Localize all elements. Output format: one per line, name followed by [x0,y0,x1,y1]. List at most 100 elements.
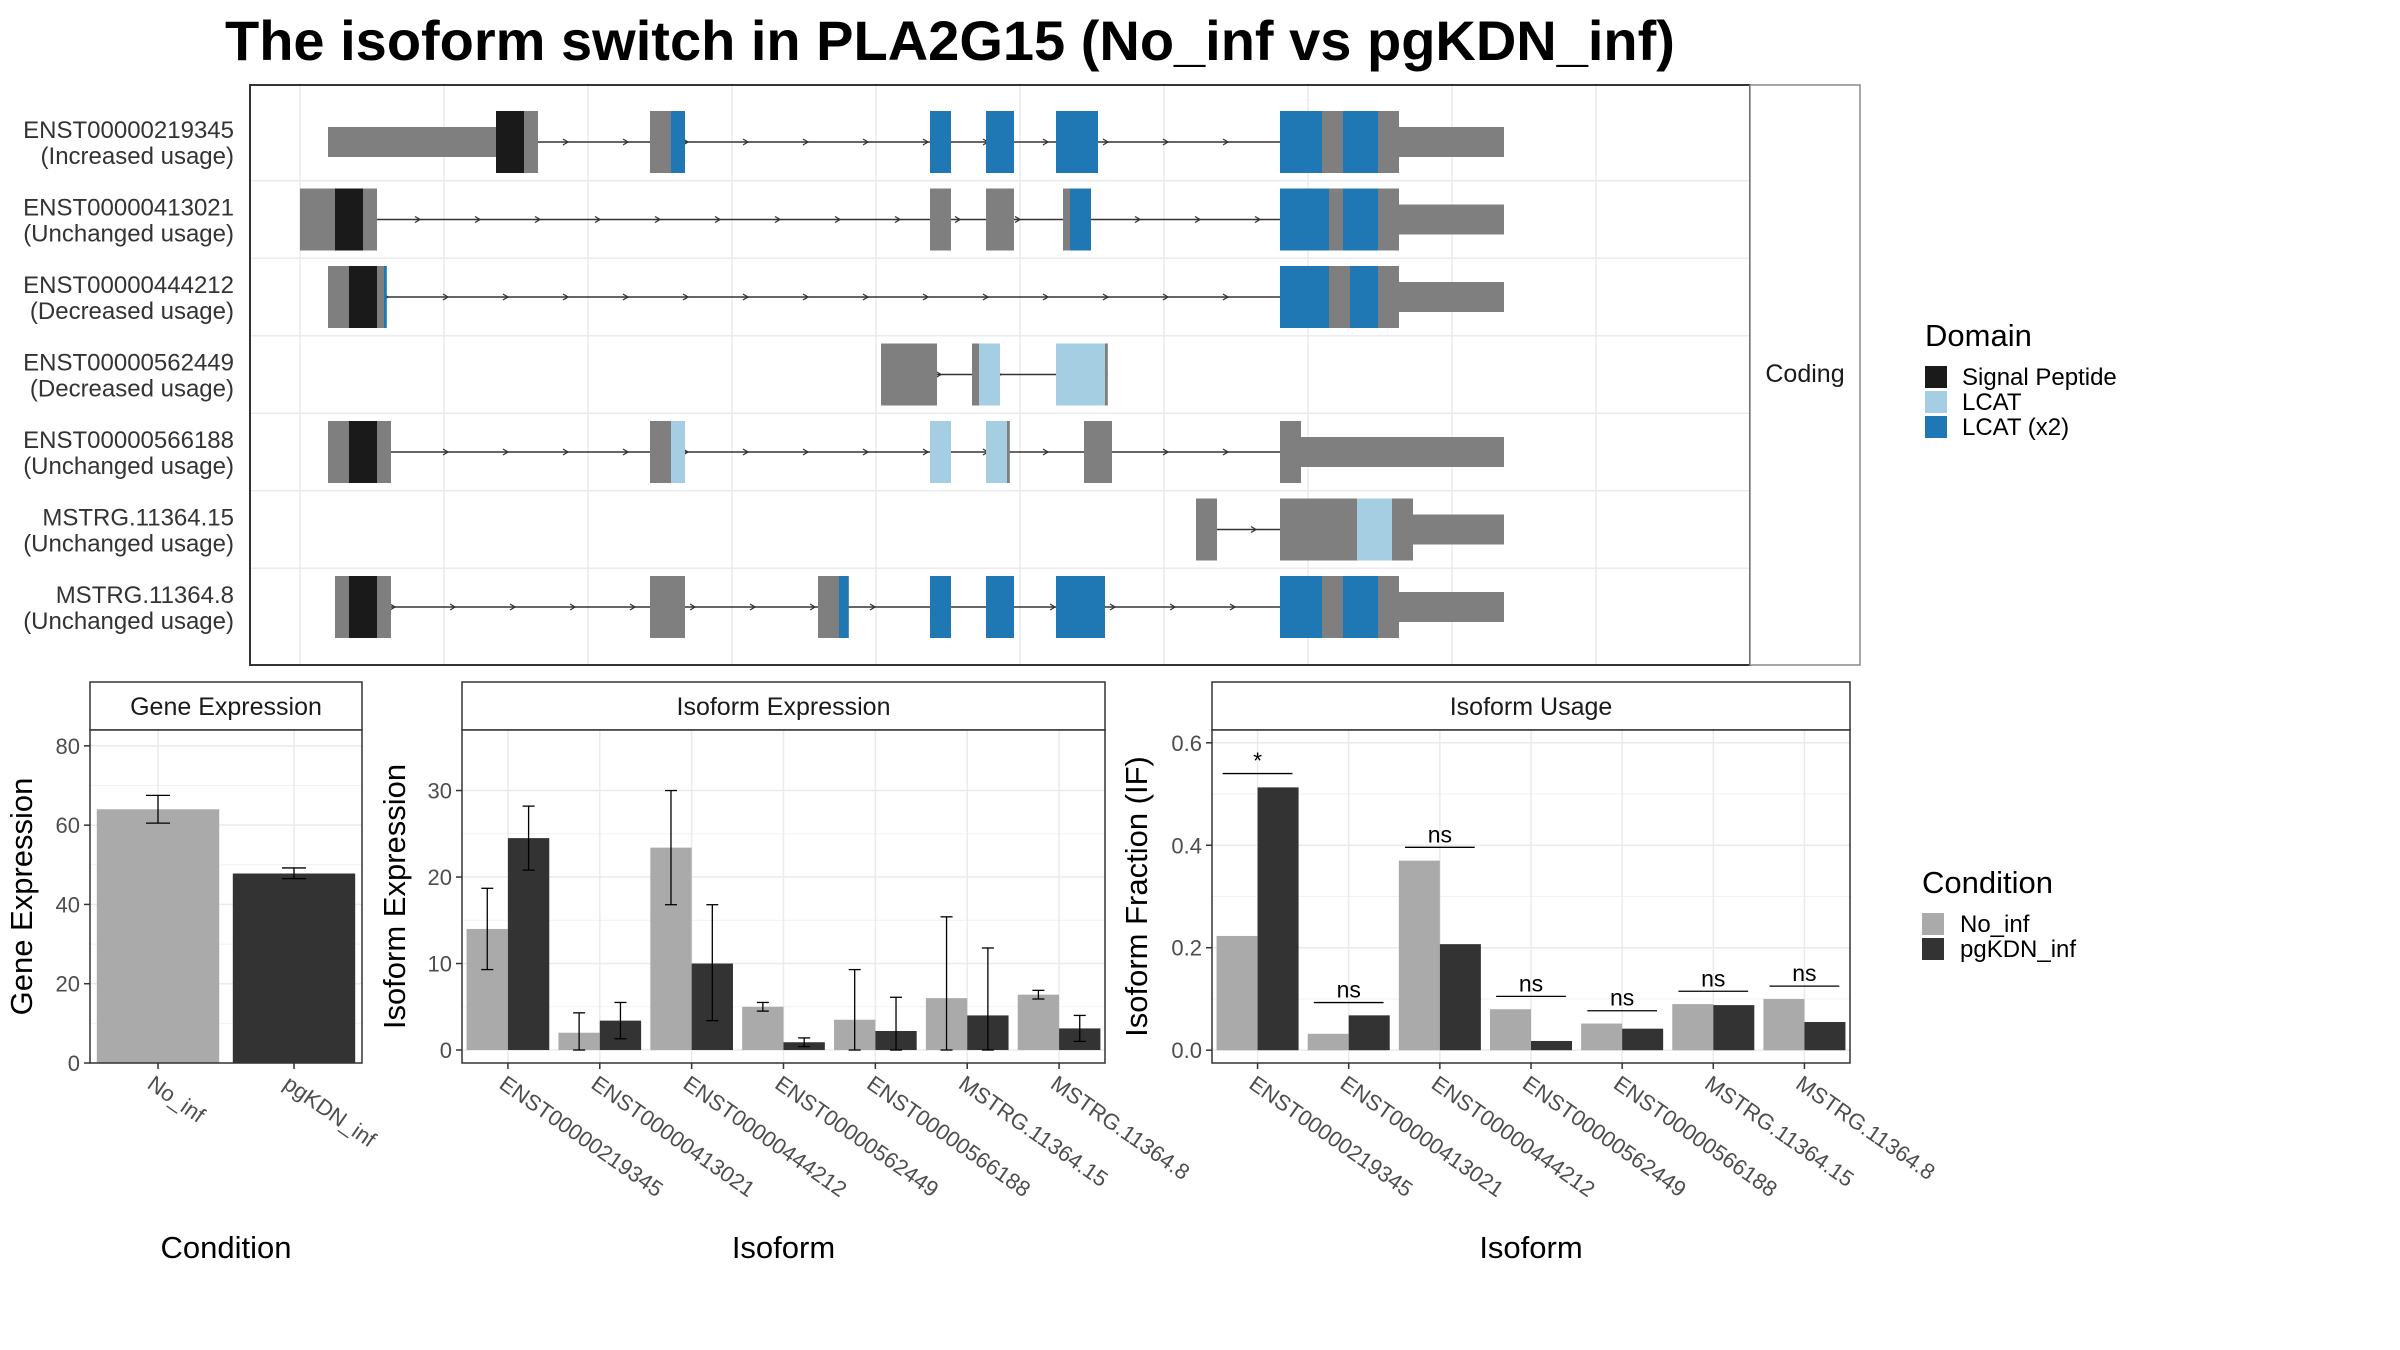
exon-block [1063,188,1070,251]
significance-label: ns [1792,960,1816,986]
isoform-usage-label: (Unchanged usage) [23,608,234,635]
x-tick-label: ENST00000444212 [1427,1071,1600,1202]
exon-block [496,111,524,173]
exon-block [1350,266,1378,328]
exon-block [377,576,391,638]
intron-arrow [622,293,630,301]
intron-arrow [569,603,577,611]
y-tick-label: 80 [56,734,80,759]
intron-arrow [1102,138,1110,146]
bar [96,809,220,1063]
intron-arrow [622,138,630,146]
utr-block [1399,127,1504,157]
exon-block [1343,111,1378,173]
intron-arrow [502,293,510,301]
y-tick-label: 0 [68,1051,80,1076]
significance-label: ns [1610,985,1634,1011]
x-tick-label: ENST00000562449 [771,1071,944,1202]
intron-arrow [1162,448,1170,456]
intron-arrow [1014,215,1022,224]
bar [1398,860,1440,1051]
transcript-structure-panel: ENST00000219345(Increased usage) ENST0000… [23,84,1861,666]
isoform-name-label: ENST00000413021 [23,195,234,222]
isoform-usage-label: (Unchanged usage) [23,453,234,480]
bar [742,1006,784,1051]
exon-block [1056,576,1105,638]
intron-arrow [629,603,637,611]
bar [1713,1005,1755,1051]
isoform-name-label: ENST00000562449 [23,350,234,377]
bar [507,838,550,1051]
intron-arrow [414,215,422,224]
intron-arrow [1162,293,1170,301]
intron-arrow [1250,525,1258,534]
intron-arrow [509,603,517,611]
plot-border [89,729,363,1064]
intron-arrow [1042,138,1050,146]
x-tick-label: ENST00000562449 [1518,1071,1691,1202]
exon-block [349,266,377,328]
bar [1439,944,1481,1051]
significance-label: * [1253,748,1262,774]
intron-arrow [682,293,690,301]
exon-block [650,421,671,483]
y-axis-title: Isoform Expression [377,764,412,1029]
figure-title: The isoform switch in PLA2G15 (No_inf vs… [225,9,1675,72]
y-tick-label: 30 [428,779,452,804]
y-tick-label: 60 [56,813,80,838]
exon-block [335,188,363,251]
legend-swatch [1922,938,1944,960]
intron-arrow [922,138,930,146]
facet-strip [89,681,363,731]
isoform-name-label: MSTRG.11364.8 [56,582,234,609]
intron-arrow [742,293,750,301]
bar [1622,1028,1664,1051]
bar [1763,998,1805,1051]
intron-arrow [749,603,757,611]
exon-block [839,576,849,638]
exon-block [349,421,377,483]
y-axis-title: Isoform Fraction (IF) [1119,756,1154,1037]
intron-arrow [1254,215,1262,224]
x-tick-label: ENST00000219345 [495,1071,668,1202]
x-tick-label: ENST00000444212 [679,1071,852,1202]
exon-block [328,266,349,328]
exon-block [1378,266,1399,328]
x-tick-label: MSTRG.11364.15 [1700,1071,1858,1192]
exon-block [1322,576,1343,638]
isoform-usage-label: (Decreased usage) [30,298,234,325]
exon-block [930,111,951,173]
condition-legend-title: Condition [1922,865,2053,900]
legend-label: LCAT [1962,389,2022,416]
exon-block [377,266,384,328]
intron-arrow [742,448,750,456]
exon-block [1280,111,1322,173]
exon-block [1322,111,1343,173]
intron-arrow [1222,138,1230,146]
exon-block [1070,188,1091,251]
exon-block [671,111,685,173]
intron-arrow [862,138,870,146]
intron-arrow [502,448,510,456]
exon-block [1343,576,1378,638]
intron-arrow [834,215,842,224]
exon-block [1280,266,1329,328]
bar [1581,1023,1623,1051]
isoform-usage-label: (Unchanged usage) [23,221,234,248]
exon-block [328,127,496,157]
exon-block [1056,111,1098,173]
intron-arrow [562,448,570,456]
y-tick-label: 40 [56,892,80,917]
x-tick-label: ENST00000413021 [1336,1071,1509,1202]
exon-block [1378,188,1399,251]
y-tick-label: 20 [56,972,80,997]
exon-block [524,111,538,173]
intron-arrow [1229,603,1237,611]
exon-block [979,343,1000,406]
domain-legend-title: Domain [1925,318,2032,353]
exon-block [328,421,349,483]
x-axis-title: Condition [161,1230,292,1265]
intron-arrow [802,138,810,146]
exon-block [986,576,1014,638]
